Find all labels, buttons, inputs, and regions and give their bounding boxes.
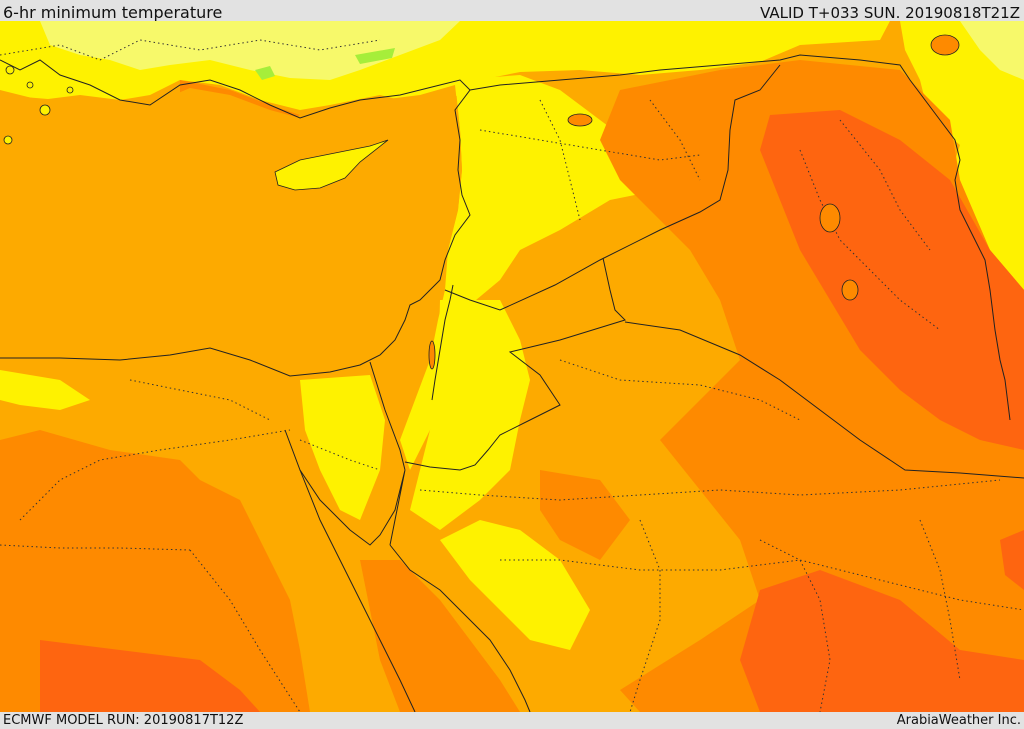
cool-zone-egypt bbox=[0, 370, 90, 410]
mediterranean-sea bbox=[0, 85, 462, 375]
coldest-zone-north bbox=[40, 21, 460, 80]
admin-boundaries bbox=[0, 39, 1024, 712]
cool-zone-jordan bbox=[410, 300, 530, 530]
cyprus-island bbox=[274, 139, 389, 191]
cool-zone-northeast bbox=[900, 21, 1024, 290]
coastlines bbox=[0, 59, 531, 712]
model-run-label: ECMWF MODEL RUN: 20190817T12Z bbox=[3, 713, 244, 728]
footer-bar: ECMWF MODEL RUN: 20190817T12Z ArabiaWeat… bbox=[0, 712, 1024, 729]
warm-zone-hijaz bbox=[540, 470, 630, 560]
cool-zone-levant bbox=[400, 75, 660, 470]
map-title: 6-hr minimum temperature bbox=[3, 3, 223, 22]
cool-zone-sinai bbox=[300, 375, 385, 520]
hot-zone-gulf-coast bbox=[1000, 530, 1024, 590]
cool-zone-arabia bbox=[440, 520, 590, 650]
header-bar: 6-hr minimum temperature VALID T+033 SUN… bbox=[0, 0, 1024, 22]
green-patch bbox=[255, 66, 275, 80]
warm-zone-egypt-west bbox=[0, 430, 310, 712]
temperature-map bbox=[0, 21, 1024, 712]
hot-zone-najd bbox=[740, 570, 1024, 712]
hot-zone-egypt bbox=[40, 640, 260, 712]
green-patch bbox=[355, 48, 395, 64]
credit-label: ArabiaWeather Inc. bbox=[896, 713, 1021, 728]
borders bbox=[404, 54, 1024, 479]
warm-zone-red-sea bbox=[360, 560, 520, 712]
lakes bbox=[428, 34, 960, 370]
map-canvas bbox=[0, 21, 1024, 712]
aegean-islands bbox=[3, 65, 74, 145]
coldest-zone-northeast bbox=[960, 21, 1024, 80]
valid-time: VALID T+033 SUN. 20190818T21Z bbox=[760, 4, 1020, 22]
